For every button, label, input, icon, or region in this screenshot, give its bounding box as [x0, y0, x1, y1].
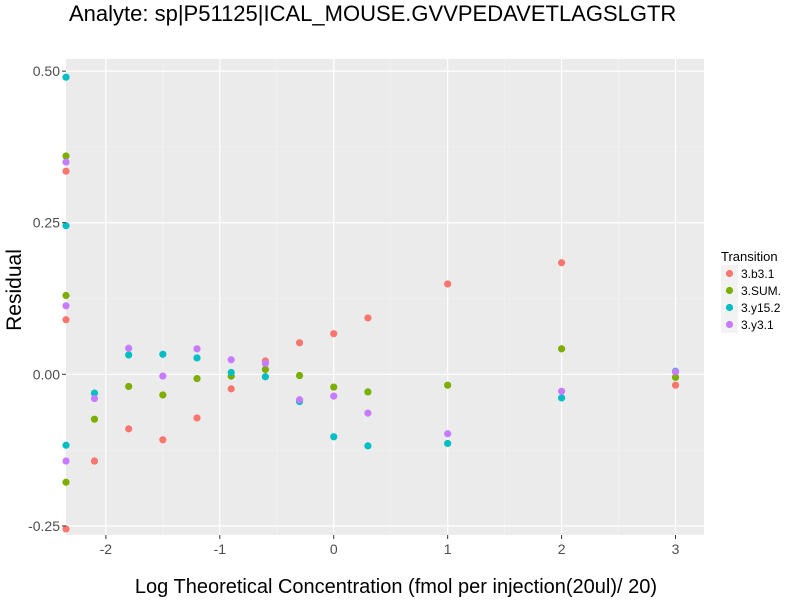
- y-axis-ticks: -0.25 0.00 0.25 0.50: [28, 63, 66, 534]
- legend-label: 3.b3.1: [741, 267, 775, 281]
- major-gridlines: [66, 59, 704, 535]
- x-tick-label: 3: [672, 541, 680, 557]
- legend-label: 3.y3.1: [741, 318, 774, 332]
- legend: Transition 3.b3.1 3.SUM. 3.y15.2 3.y3.1: [721, 249, 781, 333]
- chart-title: Analyte: sp|P51125|ICAL_MOUSE.GVVPEDAVET…: [69, 1, 676, 26]
- x-tick-label: -2: [100, 541, 113, 557]
- plot-panel: [66, 59, 704, 535]
- data-point: [295, 371, 304, 380]
- data-point: [330, 433, 338, 441]
- series-3.SUM.: [62, 152, 680, 486]
- minor-gridlines: [66, 59, 704, 535]
- y-tick-label: -0.25: [28, 518, 60, 534]
- data-point: [671, 373, 680, 381]
- data-point: [90, 457, 99, 465]
- data-point: [444, 381, 452, 389]
- y-tick-label: 0.00: [33, 366, 60, 382]
- legend-swatch: [725, 286, 734, 295]
- data-point: [159, 350, 167, 358]
- data-point: [295, 339, 304, 347]
- data-point: [159, 436, 167, 444]
- data-point: [125, 425, 133, 433]
- data-point: [125, 344, 133, 352]
- data-point: [671, 368, 680, 376]
- data-point: [444, 280, 452, 288]
- data-point: [193, 345, 201, 353]
- data-point: [62, 152, 70, 160]
- data-point: [62, 457, 70, 465]
- data-point: [125, 351, 133, 359]
- data-point: [62, 478, 70, 486]
- x-tick-label: 0: [330, 541, 338, 557]
- data-point: [62, 441, 70, 449]
- data-point: [159, 372, 167, 380]
- data-point: [671, 381, 680, 389]
- x-axis-ticks: -2 -1 0 1 2 3: [100, 535, 680, 557]
- data-point: [330, 383, 338, 391]
- y-tick-label: 0.50: [33, 63, 60, 79]
- data-point: [295, 396, 304, 404]
- x-tick-label: 2: [558, 541, 566, 557]
- data-point: [62, 73, 70, 81]
- data-point: [444, 439, 452, 448]
- data-point: [364, 442, 372, 450]
- legend-label: 3.SUM.: [741, 284, 781, 298]
- data-point: [90, 394, 99, 403]
- data-point: [227, 385, 235, 393]
- x-tick-label: 1: [444, 541, 452, 557]
- legend-swatch: [725, 303, 734, 312]
- data-point: [125, 382, 133, 391]
- data-point: [557, 345, 566, 353]
- data-point: [364, 388, 372, 396]
- legend-title: Transition: [721, 249, 778, 264]
- data-point: [62, 158, 70, 166]
- data-point: [330, 392, 338, 400]
- data-point: [62, 525, 70, 533]
- data-point: [62, 222, 70, 230]
- legend-swatch: [725, 320, 734, 329]
- data-point: [364, 409, 372, 417]
- data-point: [261, 365, 269, 374]
- legend-items: 3.b3.1 3.SUM. 3.y15.2 3.y3.1: [721, 265, 781, 333]
- data-point: [364, 314, 372, 322]
- data-point: [330, 330, 338, 338]
- data-point: [90, 389, 99, 397]
- data-point: [62, 291, 70, 300]
- y-tick-label: 0.25: [33, 215, 60, 231]
- series-3.y3.1: [62, 158, 680, 465]
- data-point: [227, 356, 235, 364]
- data-point: [444, 430, 452, 438]
- legend-label: 3.y15.2: [741, 301, 781, 315]
- data-points: [62, 73, 680, 533]
- data-point: [159, 391, 167, 399]
- data-point: [557, 394, 566, 402]
- data-point: [62, 167, 70, 175]
- data-point: [193, 414, 201, 422]
- legend-swatch: [725, 269, 734, 278]
- data-point: [193, 374, 201, 383]
- x-axis-title: Log Theoretical Concentration (fmol per …: [135, 576, 657, 598]
- data-point: [261, 359, 269, 367]
- data-point: [557, 259, 566, 267]
- series-3.b3.1: [62, 167, 680, 533]
- data-point: [557, 387, 566, 395]
- data-point: [90, 415, 99, 423]
- data-point: [261, 373, 269, 381]
- y-axis-title: Residual: [3, 249, 26, 331]
- x-tick-label: -1: [214, 541, 227, 557]
- data-point: [193, 354, 201, 362]
- data-point: [62, 302, 70, 310]
- data-point: [62, 316, 70, 324]
- data-point: [227, 368, 235, 377]
